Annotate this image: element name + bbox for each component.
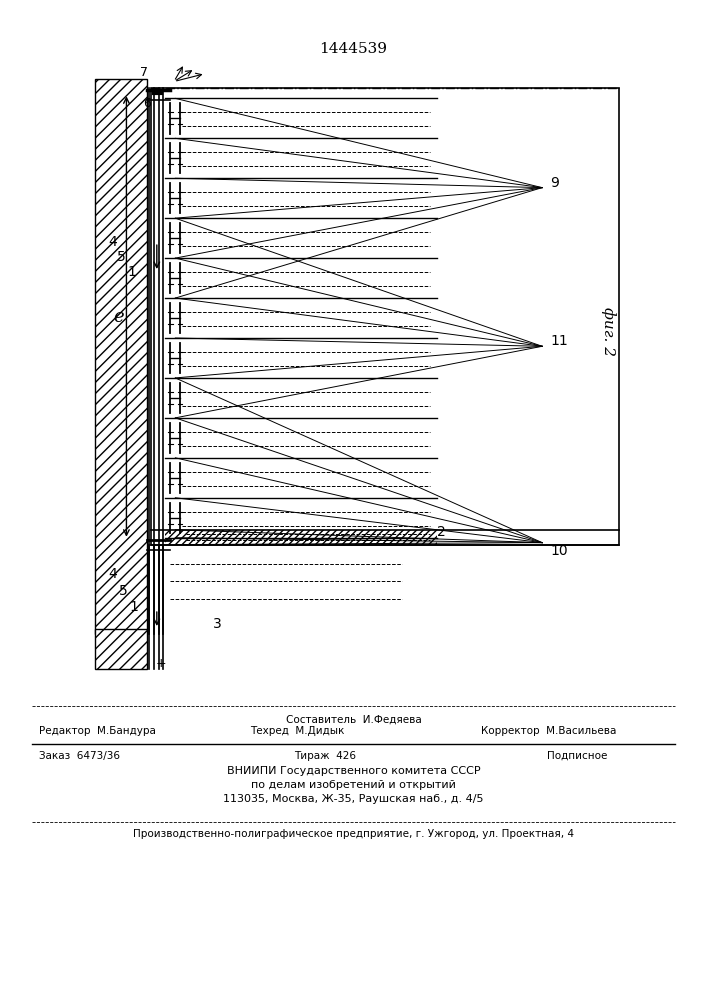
Bar: [95, 79, 147, 634]
Text: Составитель  И.Федяева: Составитель И.Федяева: [286, 714, 421, 724]
Text: Техред  М.Дидык: Техред М.Дидык: [250, 726, 345, 736]
Text: Редактор  М.Бандура: Редактор М.Бандура: [39, 726, 156, 736]
Text: 10: 10: [551, 544, 568, 558]
Text: Корректор  М.Васильева: Корректор М.Васильева: [481, 726, 617, 736]
Bar: [151, 88, 619, 545]
Text: 113035, Москва, Ж-35, Раушская наб., д. 4/5: 113035, Москва, Ж-35, Раушская наб., д. …: [223, 794, 484, 804]
Bar: [165, 530, 438, 545]
Text: Производственно-полиграфическое предприятие, г. Ужгород, ул. Проектная, 4: Производственно-полиграфическое предприя…: [133, 829, 574, 839]
Text: 5: 5: [119, 584, 127, 598]
Text: 4: 4: [108, 567, 117, 581]
Text: 5: 5: [117, 250, 126, 264]
Text: 4: 4: [108, 235, 117, 249]
Text: 2: 2: [438, 525, 446, 539]
Text: ВНИИПИ Государственного комитета СССР: ВНИИПИ Государственного комитета СССР: [227, 766, 480, 776]
Text: 1: 1: [129, 600, 138, 614]
Bar: [95, 629, 147, 669]
Text: 1: 1: [127, 265, 136, 279]
Text: по делам изобретений и открытий: по делам изобретений и открытий: [251, 780, 456, 790]
Text: 9: 9: [551, 176, 559, 190]
Text: Тираж  426: Тираж 426: [295, 751, 356, 761]
Text: e: e: [112, 308, 123, 326]
Text: +: +: [156, 657, 166, 670]
Text: фиг. 2: фиг. 2: [601, 307, 616, 356]
Text: 1444539: 1444539: [320, 42, 387, 56]
Text: 6: 6: [144, 97, 151, 110]
Text: 3: 3: [213, 617, 221, 631]
Text: 7: 7: [140, 66, 148, 79]
Text: Подписное: Подписное: [547, 751, 607, 761]
Text: 11: 11: [551, 334, 568, 348]
Text: Заказ  6473/36: Заказ 6473/36: [39, 751, 120, 761]
